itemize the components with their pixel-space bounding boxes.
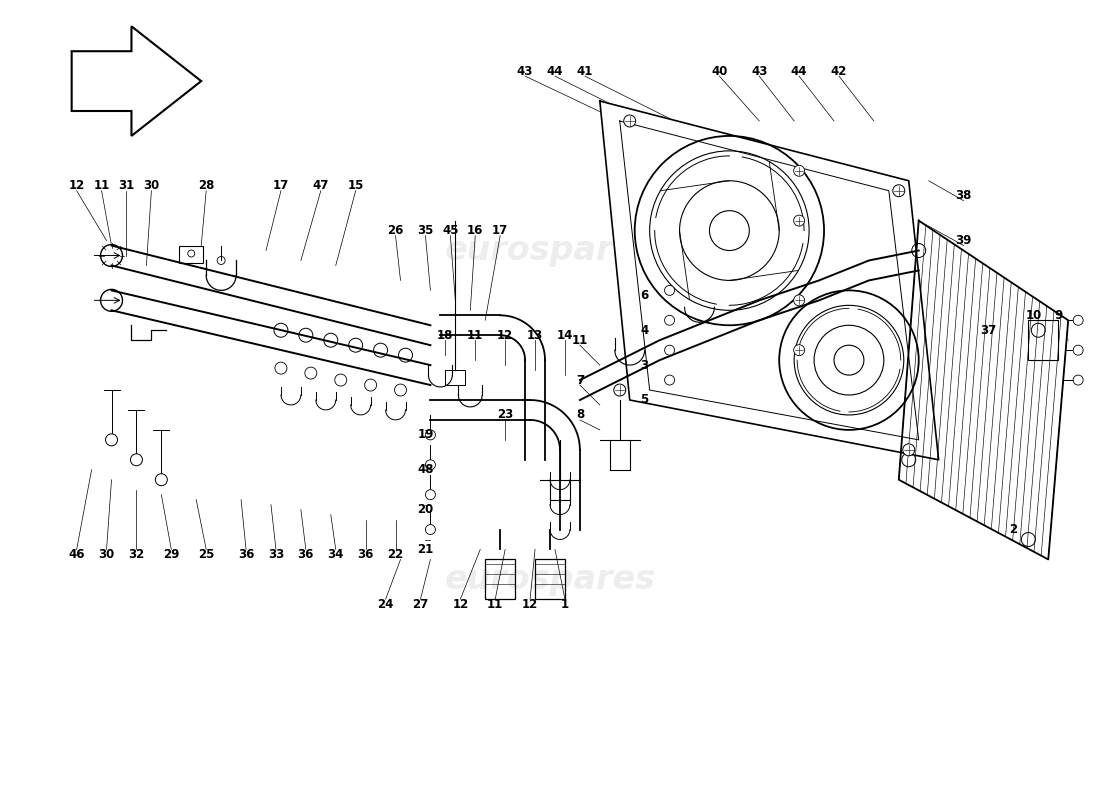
Circle shape — [426, 490, 436, 500]
Text: 17: 17 — [273, 179, 289, 192]
Text: 12: 12 — [497, 329, 514, 342]
Circle shape — [664, 315, 674, 326]
Text: 33: 33 — [267, 548, 284, 561]
Bar — [446, 370, 465, 385]
Circle shape — [794, 345, 804, 356]
Circle shape — [624, 115, 636, 127]
Text: 36: 36 — [298, 548, 314, 561]
Circle shape — [664, 286, 674, 295]
Text: 37: 37 — [980, 324, 997, 337]
Circle shape — [155, 474, 167, 486]
Text: 44: 44 — [547, 65, 563, 78]
Text: 25: 25 — [198, 548, 214, 561]
Text: 9: 9 — [1054, 309, 1063, 322]
Bar — [535, 559, 565, 599]
Circle shape — [903, 444, 915, 456]
Text: 42: 42 — [830, 65, 847, 78]
Text: 29: 29 — [163, 548, 179, 561]
Text: 41: 41 — [576, 65, 593, 78]
Bar — [1028, 320, 1058, 360]
Circle shape — [1074, 375, 1084, 385]
Circle shape — [1074, 345, 1084, 355]
Circle shape — [614, 384, 626, 396]
Text: 12: 12 — [521, 598, 538, 610]
Text: 28: 28 — [198, 179, 214, 192]
Text: 30: 30 — [143, 179, 160, 192]
Circle shape — [664, 375, 674, 385]
Text: 5: 5 — [640, 394, 649, 406]
Text: 27: 27 — [412, 598, 429, 610]
Text: 46: 46 — [68, 548, 85, 561]
Text: 23: 23 — [497, 409, 514, 422]
Text: 30: 30 — [98, 548, 114, 561]
Bar — [179, 246, 204, 263]
Text: 45: 45 — [442, 224, 459, 237]
Text: 12: 12 — [452, 598, 469, 610]
Text: 3: 3 — [640, 358, 649, 372]
Text: 7: 7 — [575, 374, 584, 386]
Text: 6: 6 — [640, 289, 649, 302]
Polygon shape — [899, 221, 1068, 559]
Text: 32: 32 — [129, 548, 144, 561]
Text: 36: 36 — [238, 548, 254, 561]
Text: 38: 38 — [956, 190, 971, 202]
Circle shape — [106, 434, 118, 446]
Circle shape — [893, 185, 905, 197]
Text: 34: 34 — [328, 548, 344, 561]
Text: 8: 8 — [575, 409, 584, 422]
Text: 44: 44 — [791, 65, 807, 78]
Text: 11: 11 — [468, 329, 483, 342]
Bar — [485, 559, 515, 599]
Polygon shape — [72, 26, 201, 136]
Text: 1: 1 — [561, 598, 569, 610]
Text: eurospares: eurospares — [444, 234, 656, 267]
Text: 20: 20 — [417, 503, 433, 516]
Text: 17: 17 — [492, 224, 508, 237]
Text: eurospares: eurospares — [444, 563, 656, 596]
Text: 35: 35 — [417, 224, 433, 237]
Text: 26: 26 — [387, 224, 404, 237]
Text: 14: 14 — [557, 329, 573, 342]
Text: 10: 10 — [1025, 309, 1042, 322]
Text: 15: 15 — [348, 179, 364, 192]
Circle shape — [1074, 315, 1084, 326]
Circle shape — [794, 295, 804, 306]
Text: 19: 19 — [417, 428, 433, 442]
Text: 39: 39 — [956, 234, 971, 247]
Text: 36: 36 — [358, 548, 374, 561]
Text: 22: 22 — [387, 548, 404, 561]
Text: 24: 24 — [377, 598, 394, 610]
Text: 40: 40 — [712, 65, 727, 78]
Text: 11: 11 — [487, 598, 504, 610]
Circle shape — [426, 525, 436, 534]
Polygon shape — [600, 101, 938, 460]
Circle shape — [664, 345, 674, 355]
Text: 11: 11 — [94, 179, 110, 192]
Text: 12: 12 — [68, 179, 85, 192]
Text: 47: 47 — [312, 179, 329, 192]
Circle shape — [426, 430, 436, 440]
Circle shape — [426, 460, 436, 470]
Text: 11: 11 — [572, 334, 588, 346]
Text: 48: 48 — [417, 463, 433, 476]
Text: 21: 21 — [417, 543, 433, 556]
Text: 4: 4 — [640, 324, 649, 337]
Text: 43: 43 — [517, 65, 534, 78]
Text: 18: 18 — [437, 329, 453, 342]
Text: 31: 31 — [119, 179, 134, 192]
Circle shape — [794, 166, 804, 176]
Circle shape — [131, 454, 142, 466]
Circle shape — [794, 215, 804, 226]
Text: 43: 43 — [751, 65, 768, 78]
Text: 13: 13 — [527, 329, 543, 342]
Text: 16: 16 — [468, 224, 483, 237]
Text: 2: 2 — [1010, 523, 1018, 536]
